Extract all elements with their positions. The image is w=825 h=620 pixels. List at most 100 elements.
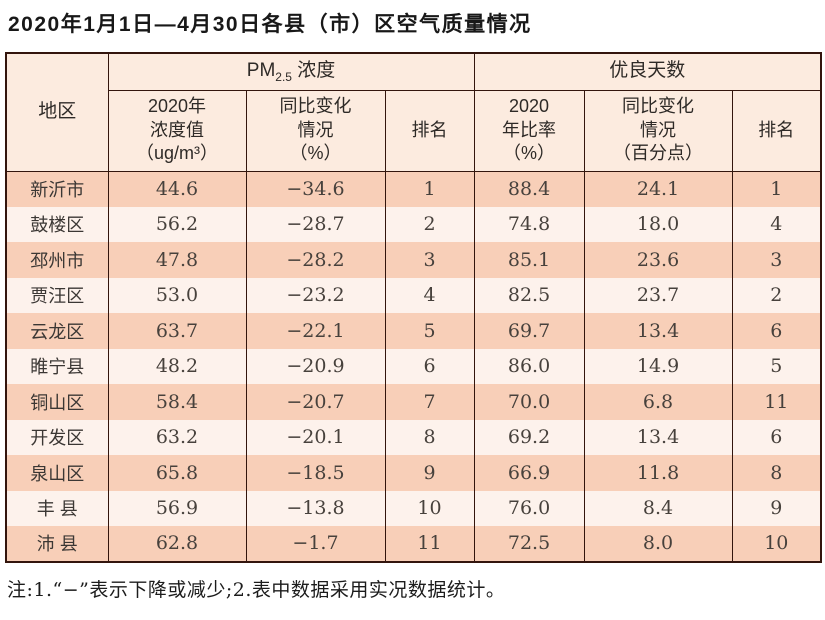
- cell-region: 铜山区: [5, 384, 109, 420]
- air-quality-table: 地区 PM2.5 浓度 优良天数 2020年 浓度值 （ug/m³） 同比变化 …: [5, 52, 823, 563]
- cell-pm-change: −28.7: [245, 206, 386, 242]
- cell-region: 睢宁县: [5, 348, 109, 384]
- cell-pm-change: −20.9: [245, 348, 386, 384]
- table-row: 云龙区 63.7 −22.1 5 69.7 13.4 6: [5, 313, 822, 349]
- pm25-suffix: 浓度: [291, 59, 336, 81]
- cell-good-ratio: 74.8: [473, 206, 585, 242]
- table-row: 铜山区 58.4 −20.7 7 70.0 6.8 11: [5, 384, 822, 420]
- cell-pm-rank: 3: [384, 242, 475, 278]
- cell-pm-rank: 2: [384, 206, 475, 242]
- cell-pm-value: 62.8: [107, 526, 247, 562]
- table-row: 开发区 63.2 −20.1 8 69.2 13.4 6: [5, 419, 822, 455]
- cell-good-rank: 1: [731, 171, 822, 207]
- header-pm-rank: 排名: [384, 90, 475, 172]
- cell-pm-change: −28.2: [245, 242, 386, 278]
- cell-good-ratio: 70.0: [473, 384, 585, 420]
- cell-pm-value: 56.9: [107, 490, 247, 526]
- cell-good-change: 14.9: [583, 348, 733, 384]
- page-title: 2020年1月1日—4月30日各县（市）区空气质量情况: [8, 13, 532, 36]
- cell-region: 邳州市: [5, 242, 109, 278]
- cell-good-rank: 10: [731, 526, 822, 562]
- cell-pm-rank: 8: [384, 419, 475, 455]
- cell-pm-rank: 11: [384, 526, 475, 562]
- cell-pm-change: −20.1: [245, 419, 386, 455]
- cell-good-change: 8.4: [583, 490, 733, 526]
- table-row: 丰 县 56.9 −13.8 10 76.0 8.4 9: [5, 490, 822, 526]
- header-pm-change: 同比变化 情况 （%）: [245, 90, 386, 172]
- cell-good-change: 11.8: [583, 455, 733, 491]
- cell-good-rank: 6: [731, 419, 822, 455]
- cell-pm-change: −20.7: [245, 384, 386, 420]
- table-row: 泉山区 65.8 −18.5 9 66.9 11.8 8: [5, 455, 822, 491]
- footnote: 注:1.“−”表示下降或减少;2.表中数据采用实况数据统计。: [7, 578, 506, 601]
- cell-good-ratio: 66.9: [473, 455, 585, 491]
- cell-pm-change: −22.1: [245, 313, 386, 349]
- cell-pm-change: −13.8: [245, 490, 386, 526]
- cell-good-rank: 3: [731, 242, 822, 278]
- cell-good-ratio: 72.5: [473, 526, 585, 562]
- cell-pm-value: 44.6: [107, 171, 247, 207]
- cell-pm-rank: 6: [384, 348, 475, 384]
- table-row: 沛 县 62.8 −1.7 11 72.5 8.0 10: [5, 526, 822, 562]
- cell-pm-value: 48.2: [107, 348, 247, 384]
- cell-pm-change: −18.5: [245, 455, 386, 491]
- header-pm25-group: PM2.5 浓度: [107, 53, 475, 91]
- cell-pm-rank: 7: [384, 384, 475, 420]
- cell-pm-rank: 5: [384, 313, 475, 349]
- table-header: 地区 PM2.5 浓度 优良天数 2020年 浓度值 （ug/m³） 同比变化 …: [5, 53, 822, 172]
- cell-good-ratio: 76.0: [473, 490, 585, 526]
- cell-good-change: 13.4: [583, 419, 733, 455]
- cell-region: 贾汪区: [5, 277, 109, 313]
- table-row: 邳州市 47.8 −28.2 3 85.1 23.6 3: [5, 242, 822, 278]
- cell-good-rank: 8: [731, 455, 822, 491]
- cell-region: 泉山区: [5, 455, 109, 491]
- cell-pm-value: 63.2: [107, 419, 247, 455]
- table-row: 睢宁县 48.2 −20.9 6 86.0 14.9 5: [5, 348, 822, 384]
- cell-good-rank: 11: [731, 384, 822, 420]
- cell-good-ratio: 88.4: [473, 171, 585, 207]
- cell-pm-rank: 10: [384, 490, 475, 526]
- cell-pm-value: 47.8: [107, 242, 247, 278]
- header-good-change: 同比变化 情况 （百分点）: [583, 90, 733, 172]
- cell-good-change: 18.0: [583, 206, 733, 242]
- cell-good-ratio: 69.7: [473, 313, 585, 349]
- header-good-rank: 排名: [731, 90, 822, 172]
- header-sub-row: 2020年 浓度值 （ug/m³） 同比变化 情况 （%） 排名 2020 年比…: [6, 90, 822, 172]
- cell-good-rank: 2: [731, 277, 822, 313]
- cell-good-ratio: 82.5: [473, 277, 585, 313]
- table-body: 新沂市 44.6 −34.6 1 88.4 24.1 1 鼓楼区 56.2 −2…: [5, 171, 822, 562]
- cell-pm-rank: 9: [384, 455, 475, 491]
- cell-region: 沛 县: [5, 526, 109, 562]
- cell-good-change: 23.7: [583, 277, 733, 313]
- cell-good-change: 24.1: [583, 171, 733, 207]
- cell-good-ratio: 69.2: [473, 419, 585, 455]
- pm25-subscript: 2.5: [275, 69, 292, 84]
- cell-pm-value: 65.8: [107, 455, 247, 491]
- cell-pm-value: 56.2: [107, 206, 247, 242]
- table-row: 新沂市 44.6 −34.6 1 88.4 24.1 1: [5, 171, 822, 207]
- cell-good-rank: 9: [731, 490, 822, 526]
- cell-good-change: 6.8: [583, 384, 733, 420]
- header-group-row: 地区 PM2.5 浓度 优良天数: [5, 53, 822, 172]
- cell-pm-change: −34.6: [245, 171, 386, 207]
- cell-good-ratio: 85.1: [473, 242, 585, 278]
- cell-good-change: 23.6: [583, 242, 733, 278]
- cell-pm-value: 53.0: [107, 277, 247, 313]
- cell-good-change: 8.0: [583, 526, 733, 562]
- cell-good-ratio: 86.0: [473, 348, 585, 384]
- cell-region: 开发区: [5, 419, 109, 455]
- cell-pm-value: 58.4: [107, 384, 247, 420]
- cell-pm-rank: 1: [384, 171, 475, 207]
- pm25-prefix: PM: [246, 59, 276, 81]
- cell-pm-change: −23.2: [245, 277, 386, 313]
- cell-region: 新沂市: [5, 171, 109, 207]
- cell-region: 丰 县: [5, 490, 109, 526]
- header-good-days-group: 优良天数: [473, 53, 822, 91]
- table-row: 贾汪区 53.0 −23.2 4 82.5 23.7 2: [5, 277, 822, 313]
- cell-good-rank: 4: [731, 206, 822, 242]
- cell-pm-rank: 4: [384, 277, 475, 313]
- header-region: 地区: [5, 53, 109, 172]
- cell-region: 鼓楼区: [5, 206, 109, 242]
- table-row: 鼓楼区 56.2 −28.7 2 74.8 18.0 4: [5, 206, 822, 242]
